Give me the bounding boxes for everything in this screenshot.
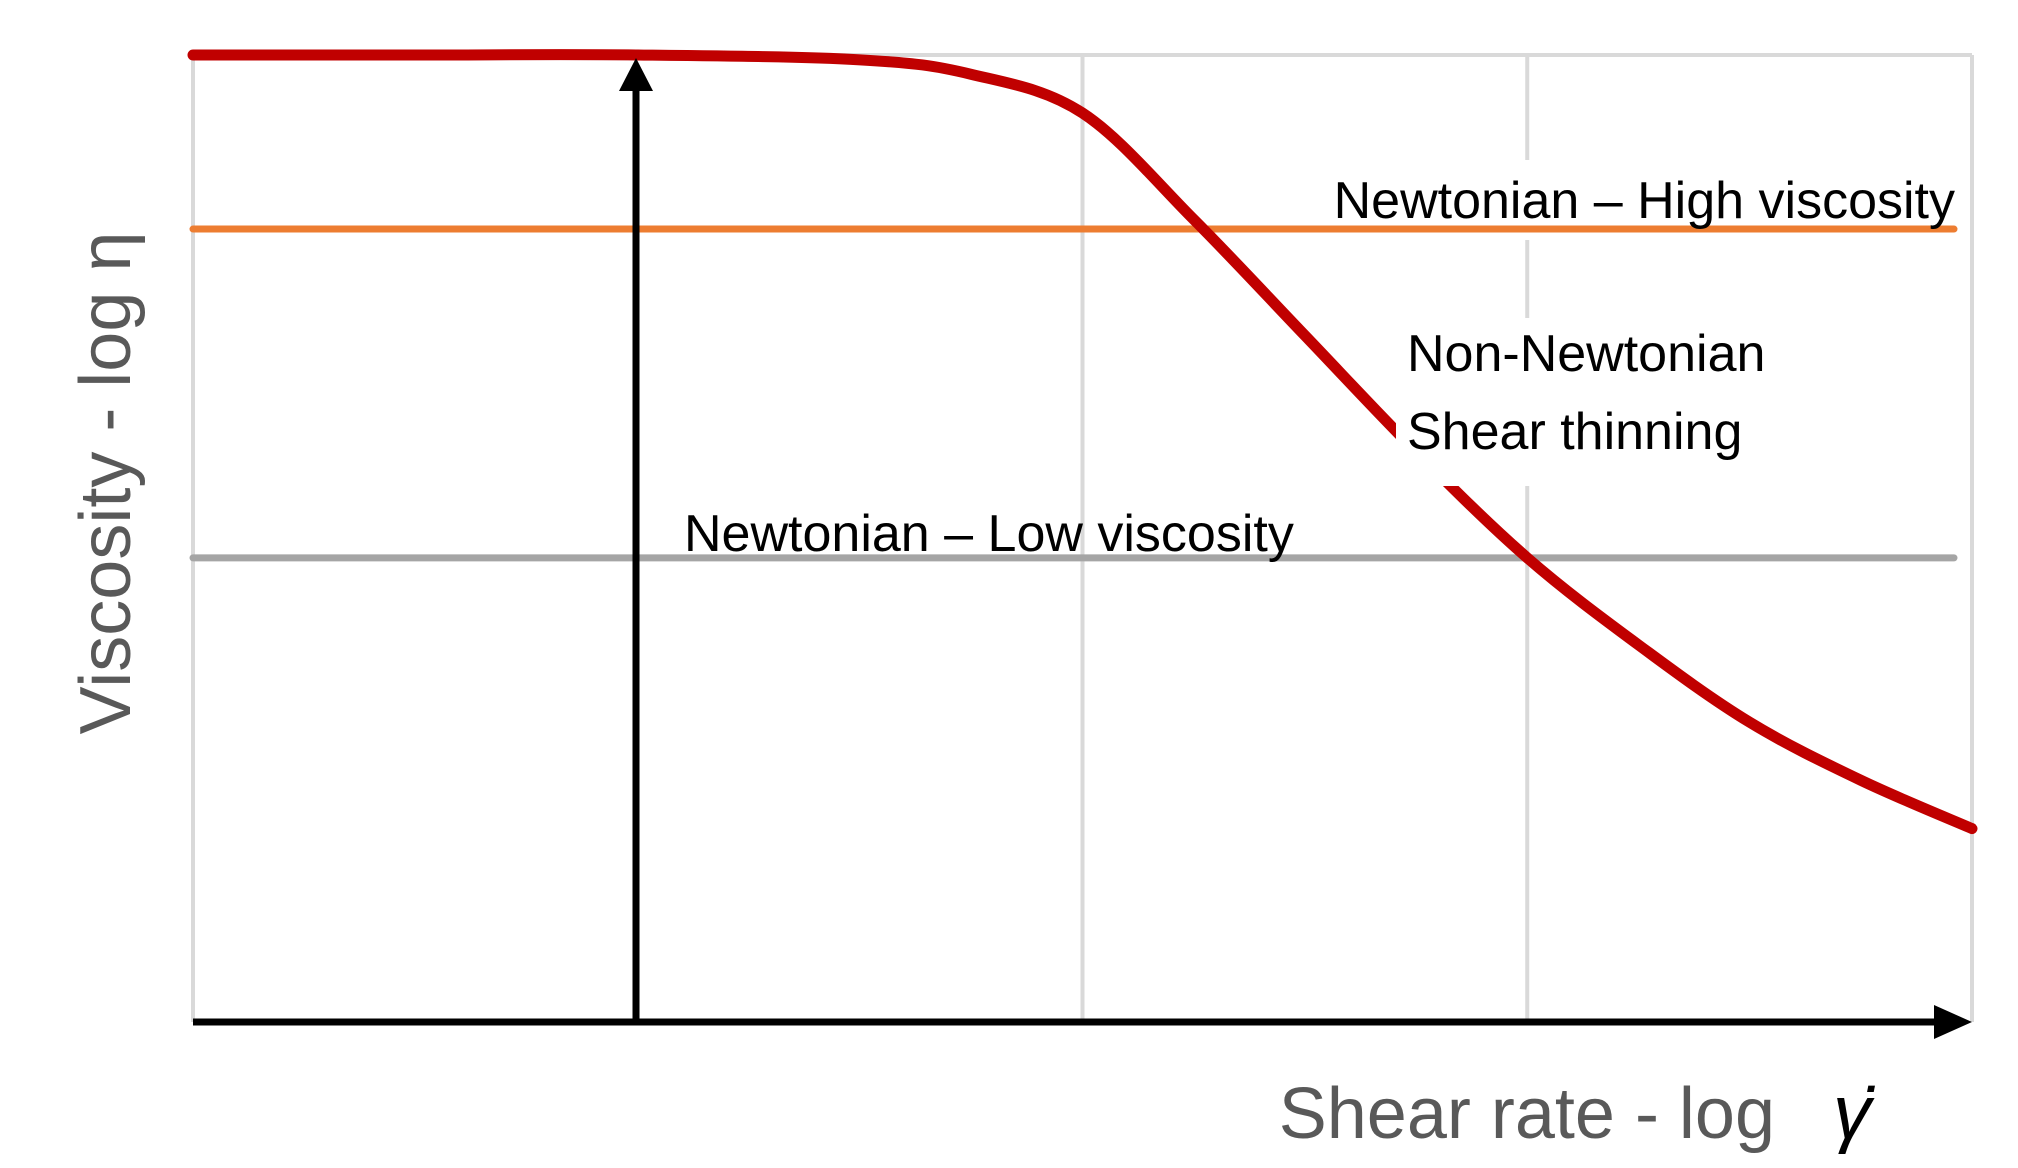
series-line-non-newtonian-shear-thinning: [187, 49, 1978, 835]
y-axis-arrowhead: [619, 58, 653, 91]
series-label-shear-thinning-line2: Shear thinning: [1407, 403, 1742, 461]
series-layer: [187, 49, 1978, 835]
labels: Shear rate - log γ̇ Viscosity - log η Ne…: [66, 172, 1955, 1155]
series-label-low-viscosity: Newtonian – Low viscosity: [684, 505, 1294, 563]
x-axis-label: Shear rate - log: [1279, 1074, 1775, 1154]
axes: [193, 58, 1972, 1039]
y-axis-label: Viscosity - log η: [66, 232, 146, 735]
series-label-shear-thinning-line1: Non-Newtonian: [1407, 325, 1765, 383]
label-background: [1396, 318, 1816, 486]
x-axis-symbol: γ̇: [1833, 1070, 1875, 1155]
series-label-high-viscosity: Newtonian – High viscosity: [1334, 172, 1955, 230]
x-axis-arrowhead: [1934, 1005, 1972, 1039]
